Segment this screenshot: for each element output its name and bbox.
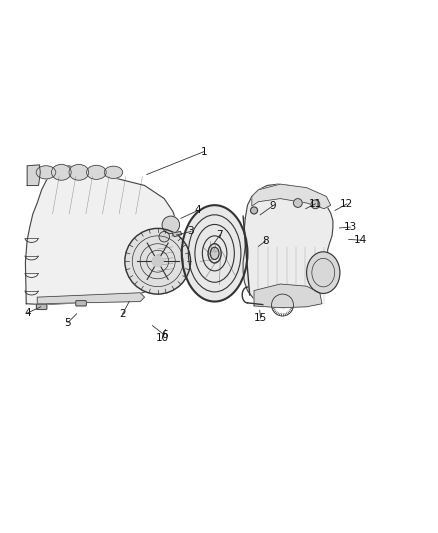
Text: 14: 14 — [354, 235, 367, 245]
Text: 15: 15 — [254, 313, 267, 323]
Text: 10: 10 — [155, 333, 169, 343]
Circle shape — [162, 216, 180, 233]
Polygon shape — [172, 231, 182, 237]
Polygon shape — [27, 165, 40, 185]
FancyBboxPatch shape — [36, 304, 47, 310]
Ellipse shape — [104, 166, 123, 179]
Polygon shape — [25, 166, 177, 304]
Circle shape — [152, 256, 163, 266]
Text: 9: 9 — [269, 201, 276, 211]
Circle shape — [159, 231, 170, 242]
Text: 7: 7 — [216, 230, 223, 240]
Ellipse shape — [52, 165, 71, 180]
Text: 12: 12 — [340, 199, 353, 209]
Polygon shape — [252, 184, 331, 209]
Text: 13: 13 — [344, 222, 357, 232]
Polygon shape — [37, 293, 145, 304]
Circle shape — [293, 199, 302, 207]
Text: 8: 8 — [262, 236, 269, 246]
Text: 11: 11 — [309, 199, 322, 209]
Ellipse shape — [86, 165, 106, 179]
Circle shape — [311, 200, 320, 209]
Polygon shape — [254, 284, 322, 308]
Ellipse shape — [307, 252, 340, 294]
Ellipse shape — [182, 205, 247, 302]
Circle shape — [125, 229, 191, 294]
Text: 4: 4 — [24, 308, 31, 318]
Text: 3: 3 — [187, 227, 194, 237]
Text: 2: 2 — [119, 309, 126, 319]
Polygon shape — [243, 184, 333, 308]
Ellipse shape — [69, 165, 88, 180]
FancyBboxPatch shape — [76, 301, 86, 306]
Text: 4: 4 — [194, 205, 201, 215]
Text: 6: 6 — [161, 330, 168, 340]
Ellipse shape — [36, 166, 56, 179]
Ellipse shape — [210, 247, 219, 260]
Text: 5: 5 — [64, 318, 71, 328]
Circle shape — [251, 207, 258, 214]
Text: 1: 1 — [200, 147, 207, 157]
